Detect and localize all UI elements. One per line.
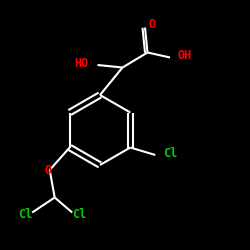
Text: Cl: Cl	[72, 208, 86, 222]
Text: O: O	[149, 18, 156, 31]
Text: Cl: Cl	[163, 147, 177, 160]
Text: Cl: Cl	[18, 208, 32, 222]
Text: O: O	[45, 164, 52, 176]
Text: OH: OH	[178, 49, 192, 62]
Text: HO: HO	[74, 57, 88, 70]
